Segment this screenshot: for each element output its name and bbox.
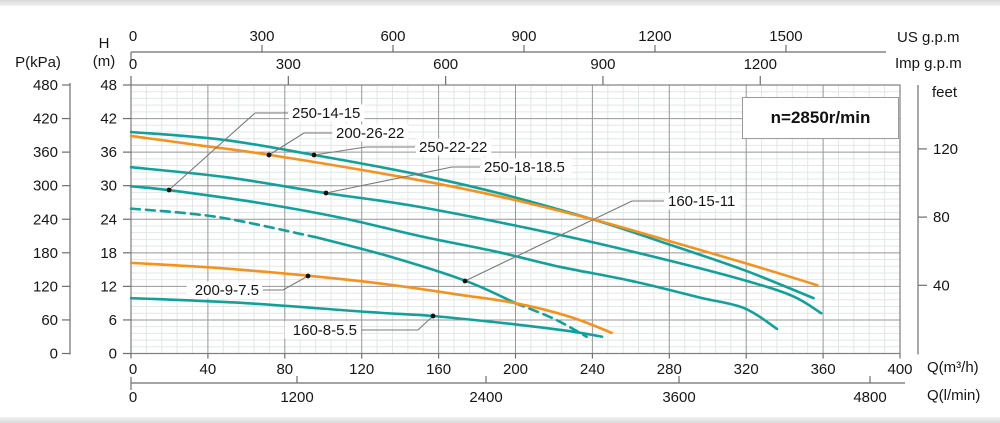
curve-160-15-11 (514, 301, 588, 338)
curve-label-dot (311, 152, 317, 158)
curve-label-dot (323, 190, 329, 196)
curve-label-dot (305, 273, 311, 279)
curve-label-bg (289, 104, 365, 122)
head-tick-label: 48 (100, 77, 117, 94)
page-top-border (0, 0, 1000, 6)
feet-tick-label: 40 (933, 277, 950, 294)
feet-axis-title: feet (932, 84, 958, 101)
imp-gpm-tick-label: 1200 (744, 56, 777, 73)
curve-200-9-7.5 (129, 261, 613, 335)
curve-label-250-14-15: 250-14-15 (292, 105, 360, 122)
imp-gpm-tick-label: 0 (129, 56, 137, 73)
us-gpm-tick-label: 1500 (769, 28, 802, 45)
flow-m3h-tick-label: 40 (200, 361, 217, 378)
curve-250-14-15 (129, 184, 779, 331)
flow-m3h-tick-label: 200 (503, 361, 528, 378)
flow-m3h-tick-label: 80 (276, 361, 293, 378)
pressure-tick-label: 180 (33, 245, 58, 262)
head-tick-label: 24 (100, 211, 117, 228)
flow-m3h-tick-label: 120 (349, 361, 374, 378)
head-axis-unit: (m) (92, 53, 116, 70)
us-gpm-tick-label: 1200 (638, 28, 671, 45)
us-gpm-tick-label: 300 (249, 28, 274, 45)
flow-m3h-tick-label: 280 (657, 361, 682, 378)
us-gpm-tick-label: 600 (380, 28, 405, 45)
flow-lmin-tick-label: 3600 (662, 389, 695, 406)
curve-label-bg (416, 138, 492, 156)
head-tick-label: 12 (100, 278, 117, 295)
flow-m3h-tick-label: 240 (580, 361, 605, 378)
flow-lmin-tick-label: 2400 (469, 389, 502, 406)
feet-tick-label: 120 (933, 141, 958, 158)
curve-160-8-5.5 (129, 296, 604, 338)
curve-label-leader-d (168, 112, 256, 191)
pressure-tick-label: 360 (33, 144, 58, 161)
curve-label-250-22-22: 250-22-22 (419, 139, 487, 156)
imp-gpm-axis-title: Imp g.p.m (895, 55, 962, 72)
curve-label-160-8-5.5: 160-8-5.5 (293, 322, 357, 339)
pressure-tick-label: 300 (33, 178, 58, 195)
curve-160-15-11 (314, 235, 517, 305)
flow-m3h-tick-label: 0 (129, 361, 137, 378)
curve-label-leader-d (268, 132, 305, 156)
curve-label-bg (186, 281, 262, 299)
head-tick-label: 42 (100, 111, 117, 128)
pressure-tick-label: 120 (33, 278, 58, 295)
curve-label-leader-d (313, 146, 367, 156)
curve-label-dot (266, 152, 272, 158)
head-tick-label: 36 (100, 144, 117, 161)
head-tick-label: 30 (100, 178, 117, 195)
imp-gpm-tick-label: 900 (590, 56, 615, 73)
curve-label-leader-d (282, 275, 309, 291)
curve-label-leader-d (464, 200, 633, 282)
pressure-tick-label: 60 (41, 312, 58, 329)
pressure-tick-label: 0 (50, 346, 58, 363)
pressure-tick-label: 240 (33, 211, 58, 228)
flow-m3h-tick-label: 320 (734, 361, 759, 378)
curve-label-leader-d (325, 166, 453, 194)
flow-m3h-axis-title: Q(m³/h) (927, 359, 979, 376)
curve-250-22-22 (129, 130, 815, 300)
head-tick-label: 0 (109, 346, 117, 363)
head-axis-title: H (98, 35, 110, 52)
curve-label-bg (333, 124, 409, 142)
curve-label-dot (430, 313, 436, 319)
us-gpm-tick-label: 900 (511, 28, 536, 45)
flow-lmin-tick-label: 4800 (853, 389, 886, 406)
imp-gpm-tick-label: 300 (276, 56, 301, 73)
head-tick-label: 6 (109, 312, 117, 329)
flow-lmin-tick-label: 0 (129, 389, 137, 406)
curve-label-bg (665, 192, 741, 210)
curve-label-bg (284, 321, 360, 339)
speed-annotation-box: n=2850r/min (742, 97, 899, 139)
pressure-tick-label: 480 (33, 77, 58, 94)
us-gpm-tick-label: 0 (129, 28, 137, 45)
flow-m3h-tick-label: 400 (887, 361, 912, 378)
flow-lmin-axis-title: Q(l/min) (927, 387, 981, 404)
curve-label-bg (481, 158, 572, 176)
pressure-axis-title: P(kPa) (15, 54, 61, 71)
curve-160-15-11 (129, 207, 317, 239)
curve-label-dot (462, 278, 468, 284)
curve-250-18-18.5 (129, 165, 823, 315)
curve-label-dot (166, 187, 172, 193)
pressure-tick-label: 420 (33, 111, 58, 128)
flow-m3h-tick-label: 360 (811, 361, 836, 378)
curve-label-200-26-22: 200-26-22 (336, 125, 404, 142)
imp-gpm-tick-label: 600 (433, 56, 458, 73)
curve-200-26-22 (129, 134, 819, 287)
speed-annotation-label: n=2850r/min (770, 108, 871, 127)
head-tick-label: 18 (100, 245, 117, 262)
feet-tick-label: 80 (933, 209, 950, 226)
curve-label-160-15-11: 160-15-11 (668, 193, 735, 210)
curve-label-leader-d (417, 315, 434, 331)
flow-lmin-tick-label: 1200 (280, 389, 313, 406)
curve-label-200-9-7.5: 200-9-7.5 (195, 282, 259, 299)
curve-label-250-18-18.5: 250-18-18.5 (484, 159, 565, 176)
flow-m3h-tick-label: 160 (426, 361, 451, 378)
us-gpm-axis-title: US g.p.m (897, 29, 960, 46)
page-bottom-border (0, 417, 1000, 423)
